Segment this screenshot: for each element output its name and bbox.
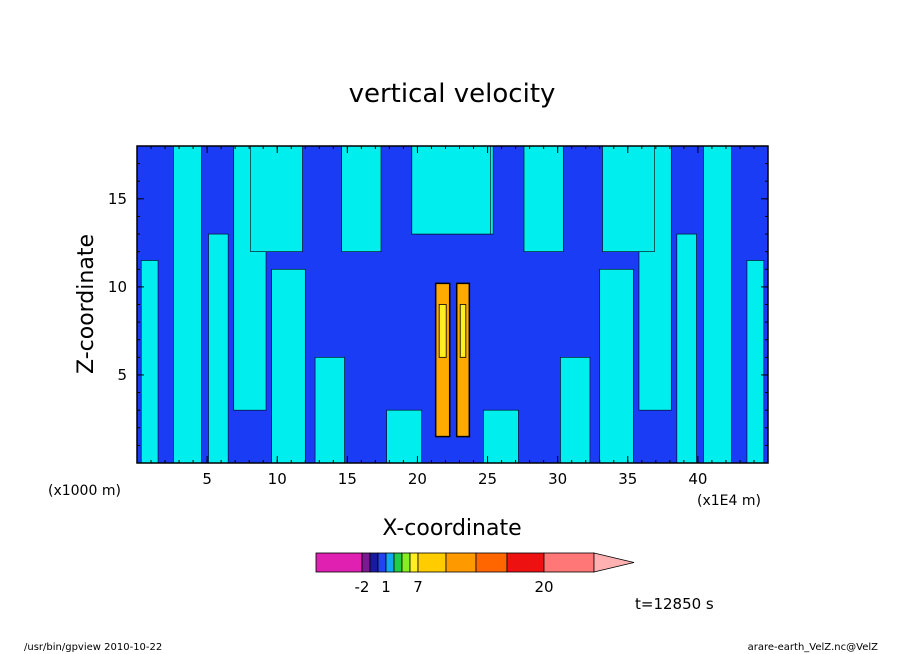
colorbar-segment xyxy=(409,552,419,573)
positive-velocity-region xyxy=(341,146,382,252)
positive-velocity-region xyxy=(746,260,765,463)
x-tick-label: 40 xyxy=(688,470,707,488)
positive-velocity-region xyxy=(386,409,422,463)
colorbar-tick-label: 7 xyxy=(413,578,423,596)
y-tick-label: 10 xyxy=(108,278,127,296)
x-unit-label: (x1E4 m) xyxy=(697,493,761,509)
plot-area: 5 10 15 20 25 30 35 40 5 10 15 xyxy=(108,145,769,488)
positive-velocity-region xyxy=(140,260,159,463)
updraft-core-max xyxy=(459,304,467,358)
colorbar-segment xyxy=(543,552,595,573)
positive-velocity-region xyxy=(411,146,491,235)
positive-velocity-region xyxy=(676,233,697,463)
colorbar-segment xyxy=(385,552,395,573)
positive-velocity-region xyxy=(599,268,634,463)
positive-velocity-region xyxy=(250,146,303,252)
colorbar-tick-label: -2 xyxy=(355,578,370,596)
colorbar-segment xyxy=(417,552,447,573)
colorbar-segment xyxy=(445,552,477,573)
y-tick-label: 5 xyxy=(117,366,127,384)
positive-velocity-region xyxy=(703,146,732,463)
positive-velocity-region xyxy=(602,146,655,252)
x-tick-label: 20 xyxy=(408,470,427,488)
x-tick-label: 15 xyxy=(338,470,357,488)
y-axis-label: Z-coordinate xyxy=(74,234,99,374)
updraft-core-max xyxy=(438,304,447,358)
time-label: t=12850 s xyxy=(635,595,714,613)
x-axis-label: X-coordinate xyxy=(382,516,521,541)
footer-right: arare-earth_VelZ.nc@VelZ xyxy=(748,642,879,653)
footer-left: /usr/bin/gpview 2010-10-22 xyxy=(24,642,162,653)
colorbar-arrow xyxy=(593,552,635,573)
x-tick-label: 10 xyxy=(268,470,287,488)
y-unit-label: (x1000 m) xyxy=(48,483,121,499)
x-tick-label: 25 xyxy=(478,470,497,488)
positive-velocity-region xyxy=(560,357,591,463)
colorbar-segment xyxy=(475,552,508,573)
colorbar-tick-label: 1 xyxy=(381,578,391,596)
colorbar: -2 1 7 20 xyxy=(315,552,635,596)
colorbar-tick-label: 20 xyxy=(534,578,553,596)
x-tick-label: 5 xyxy=(202,470,212,488)
x-tick-label: 35 xyxy=(618,470,637,488)
positive-velocity-region xyxy=(314,357,345,463)
colorbar-segment xyxy=(377,552,387,573)
positive-velocity-region xyxy=(173,146,202,463)
colorbar-segment xyxy=(361,552,371,573)
positive-velocity-region xyxy=(208,233,229,463)
colorbar-segment xyxy=(393,552,403,573)
x-tick-label: 30 xyxy=(548,470,567,488)
colorbar-segment xyxy=(369,552,379,573)
y-tick-label: 15 xyxy=(108,190,127,208)
colorbar-segment xyxy=(401,552,411,573)
colorbar-segment xyxy=(506,552,545,573)
chart-title: vertical velocity xyxy=(349,79,556,109)
positive-velocity-region xyxy=(483,409,519,463)
positive-velocity-region xyxy=(271,268,306,463)
positive-velocity-region xyxy=(523,146,564,252)
colorbar-segment xyxy=(315,552,363,573)
